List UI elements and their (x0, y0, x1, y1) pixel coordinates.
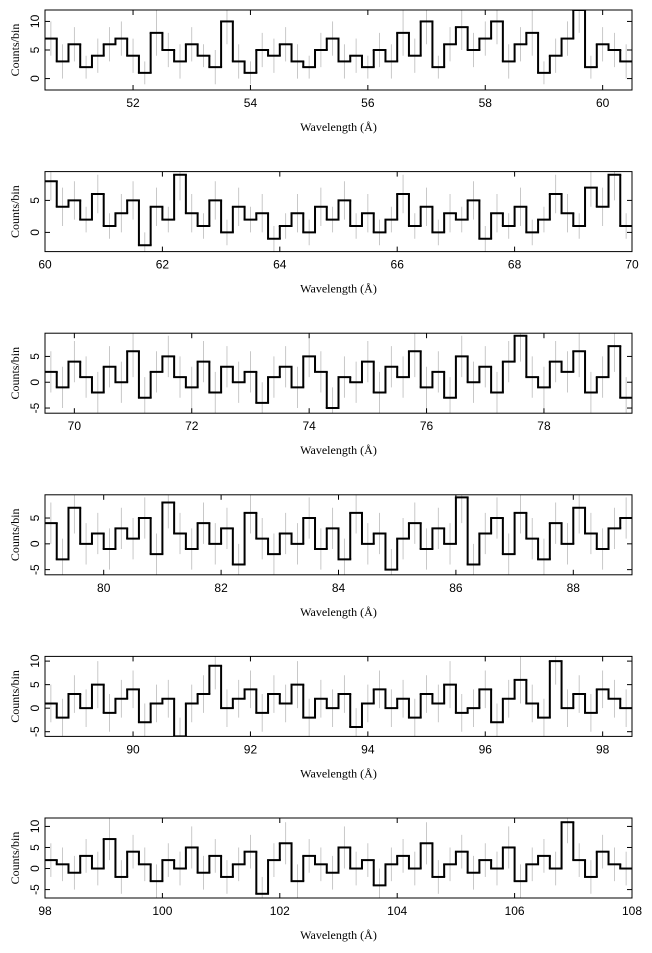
y-tick-label: 10 (28, 14, 42, 28)
x-tick-label: 60 (596, 96, 610, 110)
y-tick-label: -5 (28, 402, 42, 413)
x-tick-label: 98 (38, 904, 52, 918)
x-tick-label: 76 (420, 419, 434, 433)
x-tick-label: 98 (596, 742, 610, 756)
x-tick-label: 84 (332, 581, 346, 595)
panel: 52 54 56 58 60 0 5 10 Wavelength (Å) Counts/bin (8, 9, 633, 134)
x-tick-label: 74 (302, 419, 316, 433)
x-tick-label: 66 (391, 258, 405, 272)
plot-area (45, 333, 632, 414)
plot-area (45, 494, 632, 575)
y-tick-label: -5 (28, 726, 42, 737)
x-tick-label: 108 (622, 904, 642, 918)
y-tick-label: 0 (28, 75, 42, 82)
x-tick-label: 70 (68, 419, 82, 433)
y-axis-label: Counts/bin (8, 832, 22, 885)
x-tick-label: 52 (126, 96, 140, 110)
x-tick-label: 100 (152, 904, 172, 918)
y-tick-label: 0 (28, 705, 42, 712)
y-tick-label: 5 (28, 844, 42, 851)
plot-frame (44, 171, 633, 253)
y-tick-label: 0 (28, 865, 42, 872)
plot-area (45, 818, 632, 898)
panel: 90 92 94 96 98 -5 0 5 10 Wavelength (Å) Counts/bin (8, 654, 633, 780)
y-tick-label: 5 (28, 197, 42, 204)
x-axis-label: Wavelength (Å) (300, 605, 377, 619)
x-tick-label: 54 (244, 96, 258, 110)
x-tick-label: 88 (567, 581, 581, 595)
x-tick-label: 106 (505, 904, 525, 918)
x-tick-label: 70 (625, 258, 639, 272)
x-axis-label: Wavelength (Å) (300, 928, 377, 942)
panel: 98 100 102 104 106 108 -5 0 5 10 Wavelength (Å) Cou… (8, 817, 642, 942)
x-axis-label: Wavelength (Å) (300, 443, 377, 457)
y-tick-label: -5 (28, 884, 42, 895)
y-tick-label: 5 (28, 46, 42, 53)
x-tick-label: 62 (156, 258, 170, 272)
panel: 80 82 84 86 88 -5 0 5 Wavelength (Å) Counts/bin (8, 494, 633, 619)
panel: 70 72 74 76 78 -5 0 5 Wavelength (Å) Counts/bin (8, 332, 633, 457)
y-tick-label: 5 (28, 681, 42, 688)
x-tick-label: 104 (387, 904, 407, 918)
y-tick-label: 5 (28, 514, 42, 521)
x-axis-label: Wavelength (Å) (300, 282, 377, 296)
x-tick-label: 82 (214, 581, 228, 595)
x-tick-label: 56 (361, 96, 375, 110)
plot-area (45, 171, 632, 252)
plot-frame (44, 817, 633, 899)
x-tick-label: 68 (508, 258, 522, 272)
y-axis-label: Counts/bin (8, 670, 22, 723)
y-tick-label: 5 (28, 353, 42, 360)
x-tick-label: 64 (273, 258, 287, 272)
y-axis-label: Counts/bin (8, 185, 22, 238)
x-tick-label: 72 (185, 419, 199, 433)
x-tick-label: 60 (38, 258, 52, 272)
x-tick-label: 58 (479, 96, 493, 110)
x-axis-label: Wavelength (Å) (300, 120, 377, 134)
y-tick-label: 0 (28, 540, 42, 547)
y-axis-label: Counts/bin (8, 24, 22, 77)
x-tick-label: 102 (270, 904, 290, 918)
x-tick-label: 80 (97, 581, 111, 595)
x-tick-label: 94 (361, 742, 375, 756)
y-tick-label: 0 (28, 379, 42, 386)
y-axis-label: Counts/bin (8, 508, 22, 561)
y-axis-label: Counts/bin (8, 347, 22, 400)
x-tick-label: 78 (537, 419, 551, 433)
x-axis-label: Wavelength (Å) (300, 766, 377, 780)
panel: 60 62 64 66 68 70 0 5 Wavelength (Å) Counts/bin (8, 171, 639, 296)
x-tick-label: 90 (126, 742, 140, 756)
y-tick-label: 0 (28, 229, 42, 236)
plot-area (45, 10, 632, 85)
y-tick-label: -5 (28, 564, 42, 575)
plot-frame (44, 655, 633, 737)
plot-frame (44, 332, 633, 414)
y-tick-label: 10 (28, 819, 42, 833)
x-tick-label: 96 (479, 742, 493, 756)
x-tick-label: 86 (449, 581, 463, 595)
plot-area (45, 656, 632, 737)
x-tick-label: 92 (244, 742, 258, 756)
y-tick-label: 10 (28, 654, 42, 668)
